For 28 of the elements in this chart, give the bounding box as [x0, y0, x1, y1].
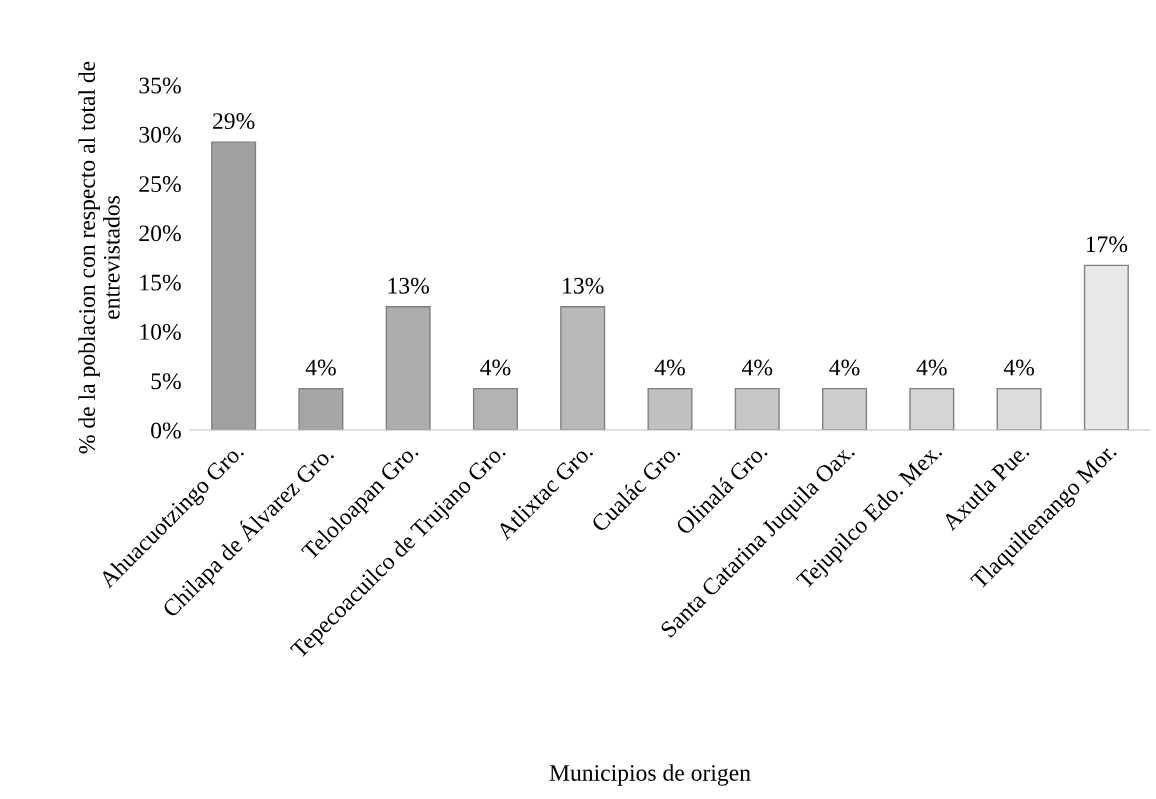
data-label: 4% — [742, 359, 773, 376]
y-tick-label: 20% — [139, 225, 181, 242]
y-tick-label: 5% — [151, 373, 181, 390]
y-axis-title: % de la poblacion con respecto al total de entrevistados — [78, 61, 120, 454]
data-label: 13% — [563, 277, 604, 294]
data-label: 4% — [305, 359, 336, 376]
y-tick-label: 25% — [139, 176, 181, 193]
bar — [996, 387, 1042, 430]
data-label: 17% — [1086, 236, 1128, 253]
data-label: 4% — [916, 359, 947, 376]
bar — [298, 387, 344, 430]
data-label: 13% — [388, 277, 430, 294]
bar — [909, 387, 955, 430]
y-tick-label: 10% — [140, 323, 181, 340]
data-label: 4% — [654, 359, 685, 376]
bar — [1083, 264, 1129, 430]
x-axis-title: Municipios de origen — [549, 764, 751, 786]
data-label: 4% — [1003, 359, 1035, 376]
bar — [822, 387, 868, 430]
y-tick-label: 30% — [139, 126, 181, 143]
y-tick-label: 15% — [140, 274, 181, 291]
bar — [211, 141, 257, 430]
data-label: 4% — [829, 359, 860, 376]
data-label: 4% — [480, 359, 511, 376]
y-tick-label: 0% — [151, 422, 181, 439]
data-label: 29% — [213, 113, 255, 130]
y-tick-label: 35% — [139, 77, 181, 94]
bar — [385, 306, 431, 430]
